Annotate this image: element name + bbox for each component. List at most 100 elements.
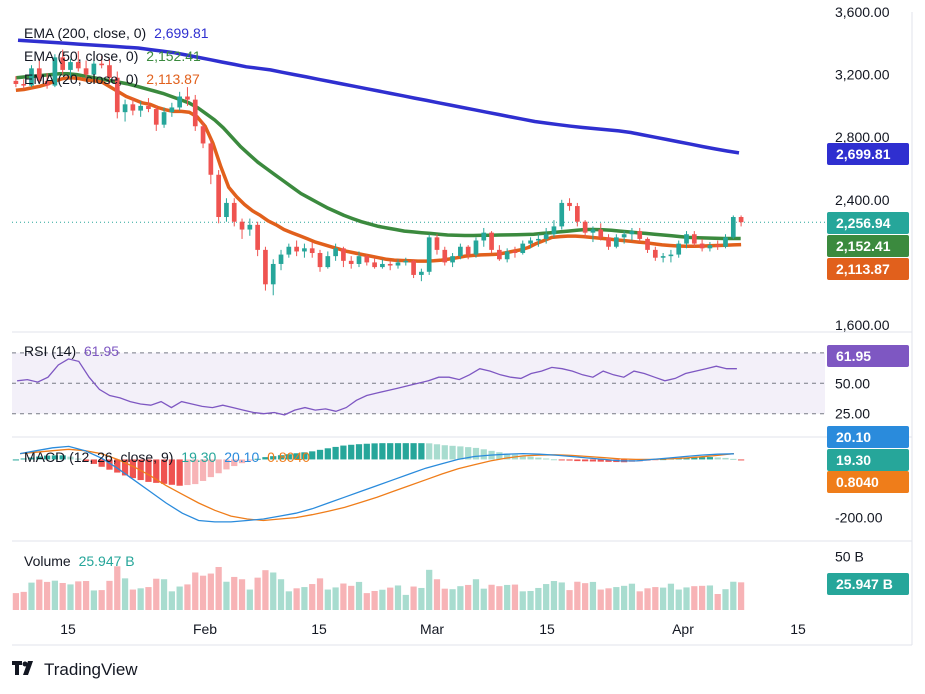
volume-bar xyxy=(309,584,316,610)
candle-body xyxy=(169,107,175,113)
badge-volume: 25.947 B xyxy=(827,573,909,595)
macd-histogram-bar xyxy=(355,444,363,460)
candle-body xyxy=(715,245,721,247)
y-tick-label: 3,600.00 xyxy=(835,4,890,20)
volume-bar xyxy=(457,586,464,610)
volume-bar xyxy=(324,589,331,610)
badge-ema200: 2,699.81 xyxy=(827,143,909,165)
macd-histogram-bar xyxy=(698,457,706,460)
volume-bar xyxy=(472,579,480,610)
macd-histogram-bar xyxy=(12,459,20,461)
candle-body xyxy=(458,246,463,257)
candle-body xyxy=(294,246,299,252)
macd-histogram-bar xyxy=(160,459,168,484)
macd-histogram-bar xyxy=(293,453,300,460)
volume-bar xyxy=(270,572,277,610)
macd-histogram-bar xyxy=(199,459,207,481)
volume-bar xyxy=(176,586,183,610)
macd-histogram-bar xyxy=(43,455,51,460)
volume-bar xyxy=(698,585,706,610)
macd-histogram-bar xyxy=(238,459,246,464)
badge-ema50-bg xyxy=(827,235,909,257)
candle-body xyxy=(224,202,229,218)
badge-ema20: 2,113.87 xyxy=(827,258,909,280)
rsi-pane xyxy=(12,352,825,416)
volume-bar xyxy=(504,584,511,610)
candle-body xyxy=(83,68,89,75)
badge-ema50: 2,152.41 xyxy=(827,235,909,257)
macd-histogram-bar xyxy=(480,449,487,460)
legend-ema200[interactable]: EMA (200, close, 0) 2,699.81 xyxy=(24,25,213,41)
legend-ema50[interactable]: EMA (50, close, 0) 2,152.41 xyxy=(24,48,205,64)
candle-body xyxy=(286,246,292,255)
volume-bar xyxy=(480,588,487,610)
x-tick-label: 15 xyxy=(790,621,806,637)
macd-histogram-bar xyxy=(737,459,745,461)
legend-ema20-label: EMA (20, close, 0) xyxy=(24,71,139,87)
candle-body xyxy=(255,224,260,250)
candle-body xyxy=(263,249,268,285)
candle-body xyxy=(465,246,471,255)
legend-ema20-value: 2,113.87 xyxy=(146,71,200,87)
candle-body xyxy=(684,234,689,244)
volume-bar xyxy=(387,587,394,610)
candle-body xyxy=(341,248,346,261)
macd-histogram-bar xyxy=(402,443,409,460)
candle-body xyxy=(36,68,42,81)
legend-ema200-label: EMA (200, close, 0) xyxy=(24,25,147,41)
badge-volume-text: 25.947 B xyxy=(836,576,893,592)
macd-histogram-bar xyxy=(589,459,597,462)
macd-histogram-bar xyxy=(324,448,331,460)
volume-bar xyxy=(660,587,667,610)
candle-body xyxy=(543,234,549,239)
macd-histogram-bar xyxy=(82,459,90,462)
volume-bar xyxy=(153,578,160,610)
volume-bar xyxy=(488,584,495,610)
volume-bar xyxy=(340,583,347,610)
macd-histogram-bar xyxy=(363,443,370,460)
volume-bar xyxy=(527,590,534,610)
candle-body xyxy=(613,237,619,247)
volume-bar xyxy=(20,591,27,610)
candle-body xyxy=(637,231,643,239)
volume-bar xyxy=(636,591,643,610)
macd-histogram-bar xyxy=(215,459,222,474)
macd-histogram-bar xyxy=(270,456,277,460)
volume-bar xyxy=(192,572,199,610)
ema50-line xyxy=(16,72,741,241)
macd-histogram-bar xyxy=(246,459,253,461)
legend-rsi[interactable]: RSI (14) 61.95 xyxy=(24,343,123,359)
candle-body xyxy=(489,232,494,250)
x-tick-label: 15 xyxy=(60,621,76,637)
x-tick-label: Feb xyxy=(193,621,217,637)
volume-bar xyxy=(574,581,581,610)
volume-bar xyxy=(511,584,519,610)
macd-histogram-bar xyxy=(582,459,589,462)
legend-macd[interactable]: MACD (12, 26, close, 9) 19.30 20.10 0.80… xyxy=(24,449,314,465)
badge-rsi-text: 61.95 xyxy=(836,348,871,364)
macd-histogram-bar xyxy=(129,459,136,479)
volume-bar xyxy=(714,594,721,610)
macd-histogram-bar xyxy=(20,458,27,460)
tradingview-brand[interactable]: TradingView xyxy=(12,660,138,680)
badge-macd-signal-text: 20.10 xyxy=(836,429,871,445)
badge-hist-bg xyxy=(827,471,909,493)
candle-body xyxy=(364,256,370,263)
candle-body xyxy=(699,243,705,249)
legend-volume[interactable]: Volume 25.947 B xyxy=(24,553,139,569)
macd-histogram-bar xyxy=(75,458,82,460)
macd-histogram-bar xyxy=(597,459,604,462)
legend-ema20[interactable]: EMA (20, close, 0) 2,113.87 xyxy=(24,71,204,87)
badge-ema20-text: 2,113.87 xyxy=(836,261,890,277)
macd-histogram-bar xyxy=(379,443,386,460)
legend-hist-value: 0.8040 xyxy=(267,449,310,465)
macd-histogram-bar xyxy=(535,457,542,460)
x-tick-label: Mar xyxy=(420,621,444,637)
volume-bar xyxy=(433,579,441,610)
volume-bar xyxy=(628,583,636,610)
macd-histogram-bar xyxy=(465,447,472,460)
macd-histogram-bar xyxy=(527,456,534,460)
macd-histogram-bar xyxy=(543,458,550,460)
candle-body xyxy=(387,263,393,266)
